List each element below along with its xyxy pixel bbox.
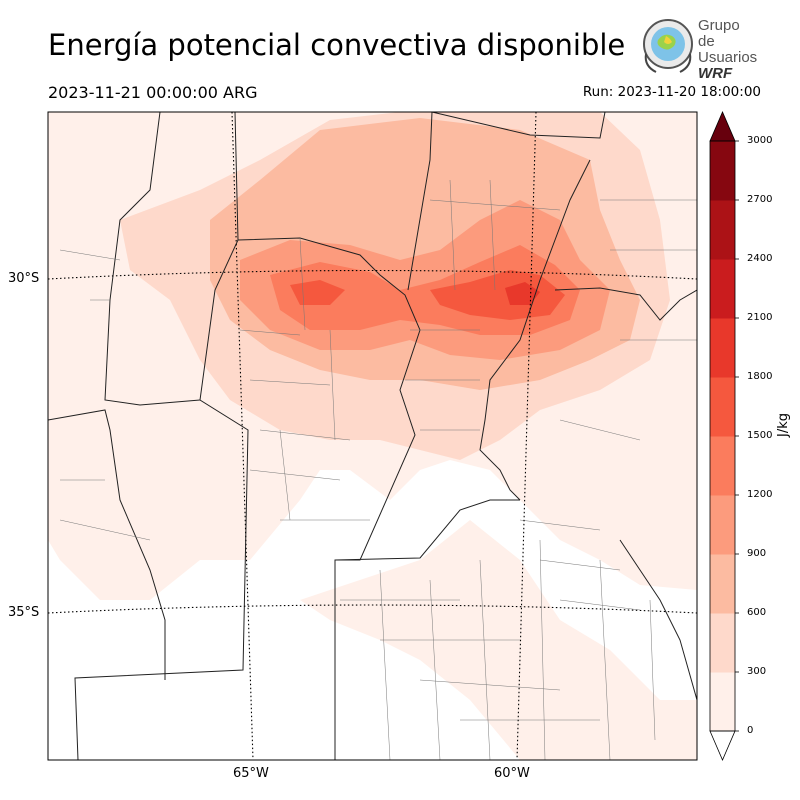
graticule-35s	[48, 604, 697, 614]
colorbar-tick-label: 1800	[747, 371, 773, 382]
map-title: Energía potencial convectiva disponible	[48, 28, 626, 62]
colorbar-segment	[710, 613, 735, 673]
colorbar-segment	[710, 436, 735, 496]
colorbar-extend-min	[709, 730, 736, 762]
cape-level-6-area	[505, 282, 540, 305]
colorbar-tick-label: 600	[747, 607, 767, 618]
logo-line-2: Usuarios	[698, 49, 758, 66]
lon-label-60w: 60°W	[494, 766, 530, 781]
colorbar-extend-max	[709, 110, 736, 142]
colorbar-segment	[710, 495, 735, 555]
lon-label-65w: 65°W	[233, 766, 269, 781]
colorbar-tick-label: 2400	[747, 253, 773, 264]
colorbar	[709, 110, 739, 762]
wrf-logo: Grupo de Usuarios WRF	[638, 16, 760, 82]
colorbar-segment	[710, 318, 735, 378]
map-area	[48, 112, 697, 760]
colorbar-segment	[710, 672, 735, 732]
colorbar-segment	[710, 377, 735, 437]
colorbar-units: J/kg	[776, 413, 791, 437]
logo-line-3: WRF	[698, 65, 733, 82]
graticule	[48, 112, 697, 760]
lat-label-30s: 30°S	[8, 271, 40, 286]
colorbar-segment	[710, 259, 735, 319]
colorbar-tick-label: 300	[747, 666, 767, 677]
graticule-65w	[231, 112, 254, 760]
colorbar-tick-label: 2100	[747, 312, 773, 323]
logo-text: Grupo de Usuarios WRF	[698, 18, 760, 82]
map-frame	[47, 111, 698, 761]
colorbar-tick-label: 0	[747, 725, 754, 736]
colorbar-tick-label: 3000	[747, 135, 773, 146]
colorbar-tick-label: 2700	[747, 194, 773, 205]
colorbar-segment	[710, 141, 735, 201]
colorbar-segment	[710, 200, 735, 260]
colorbar-tick-label: 900	[747, 548, 767, 559]
lat-label-35s: 35°S	[8, 605, 40, 620]
colorbar-tick-label: 1500	[747, 430, 773, 441]
colorbar-segment	[710, 554, 735, 614]
run-time: Run: 2023-11-20 18:00:00	[582, 84, 761, 100]
department-borders	[59, 179, 697, 760]
logo-line-1: Grupo de	[698, 17, 740, 50]
valid-time: 2023-11-21 00:00:00 ARG	[48, 83, 258, 102]
cape-level-5-area	[290, 280, 345, 305]
graticule-30s	[48, 269, 697, 280]
colorbar-tick-label: 1200	[747, 489, 773, 500]
graticule-60w	[516, 112, 537, 760]
globe-emblem-icon	[643, 19, 693, 73]
